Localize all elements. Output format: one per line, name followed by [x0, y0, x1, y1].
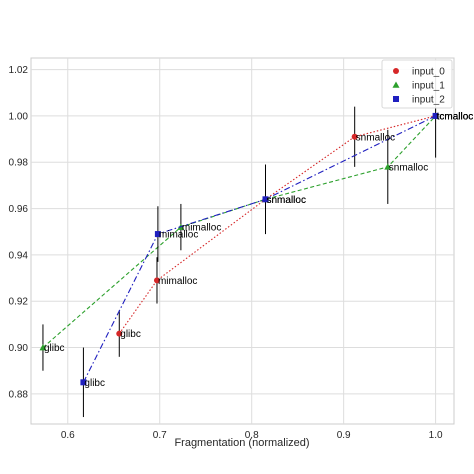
- x-tick-label: 0.6: [61, 430, 75, 441]
- x-axis-label: Fragmentation (normalized): [174, 437, 309, 449]
- y-tick-label: 0.96: [9, 204, 29, 215]
- x-tick-label: 0.7: [153, 430, 167, 441]
- point-label: snmalloc: [356, 132, 395, 143]
- point-label: tcmalloc: [437, 111, 474, 122]
- y-tick-label: 0.94: [9, 250, 29, 261]
- point-label: tcmalloc: [437, 111, 474, 122]
- x-tick-label: 1.0: [429, 430, 443, 441]
- point-marker: [393, 68, 399, 74]
- point-marker: [153, 277, 160, 284]
- point-label: mimalloc: [182, 223, 221, 234]
- x-tick-label: 0.8: [245, 430, 259, 441]
- point-marker: [80, 379, 87, 386]
- point-marker: [154, 231, 161, 238]
- y-tick-label: 0.98: [9, 158, 29, 169]
- point-label: tcmalloc: [437, 111, 474, 122]
- legend-label: input_2: [412, 95, 445, 106]
- x-axis-ticks: 0.6 0.7 0.8 0.9 1.0: [61, 430, 443, 441]
- legend: input_0 input_1 input_2: [381, 59, 453, 109]
- y-axis-ticks: 0.88 0.90 0.92 0.94 0.96 0.98 1.00 1.02: [9, 65, 29, 400]
- point-marker: [351, 133, 358, 140]
- point-marker: [39, 344, 47, 351]
- legend-box: [381, 59, 453, 109]
- point-label: snmalloc: [389, 162, 428, 173]
- legend-label: input_0: [412, 67, 445, 78]
- plot-area: [30, 57, 455, 425]
- point-label: glibc: [84, 378, 105, 389]
- point-marker: [262, 196, 269, 203]
- point-marker: [432, 112, 439, 119]
- point-label: mimalloc: [159, 230, 198, 241]
- y-tick-label: 1.02: [9, 65, 29, 76]
- point-labels: glibc mimalloc snmalloc snmalloc tcmalloc gli…: [44, 111, 473, 388]
- point-label: snmalloc: [266, 195, 305, 206]
- y-tick-label: 1.00: [9, 111, 29, 122]
- x-tick-label: 0.9: [337, 430, 351, 441]
- point-label: mimalloc: [158, 276, 197, 287]
- point-label: glibc: [120, 329, 141, 340]
- point-marker: [392, 81, 400, 88]
- point-label: snmalloc: [266, 195, 305, 206]
- point-marker: [384, 163, 392, 170]
- y-tick-label: 0.88: [9, 389, 29, 400]
- point-marker: [116, 330, 123, 337]
- point-label: glibc: [44, 343, 65, 354]
- y-tick-label: 0.92: [9, 297, 29, 308]
- series-line: [82, 115, 436, 383]
- point-marker: [393, 96, 399, 102]
- y-tick-label: 0.90: [9, 343, 29, 354]
- legend-label: input_1: [412, 81, 445, 92]
